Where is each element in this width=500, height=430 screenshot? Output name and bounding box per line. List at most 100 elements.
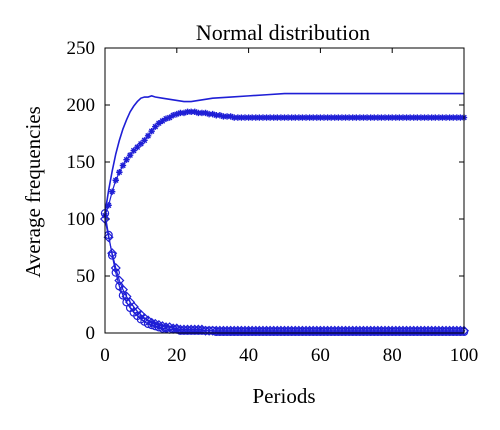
x-tick-label: 20 bbox=[167, 345, 186, 366]
data-point-star bbox=[367, 114, 374, 121]
axis-ticks: 0 20 40 60 80 100 0 50 100 150 200 250 bbox=[67, 38, 479, 366]
data-point-diamond bbox=[121, 291, 132, 302]
data-point-star bbox=[392, 114, 399, 121]
data-point-star bbox=[363, 114, 371, 121]
data-point-star bbox=[313, 114, 321, 121]
data-point-star bbox=[284, 114, 292, 121]
data-point-star bbox=[288, 114, 295, 121]
data-point-star bbox=[191, 108, 198, 116]
y-tick-label: 150 bbox=[67, 152, 96, 173]
data-point-star bbox=[320, 114, 328, 121]
data-point-star bbox=[371, 114, 378, 121]
data-point-star bbox=[256, 114, 263, 121]
data-point-star bbox=[396, 114, 403, 121]
data-point-star bbox=[324, 114, 331, 121]
data-point-star bbox=[421, 114, 428, 121]
data-point-circle bbox=[111, 268, 120, 277]
data-point-star bbox=[126, 151, 134, 159]
data-point-star bbox=[144, 132, 152, 139]
y-tick-label: 50 bbox=[76, 266, 95, 287]
series-layer bbox=[99, 92, 470, 337]
data-point-circle bbox=[118, 291, 128, 300]
x-tick-label: 80 bbox=[383, 345, 402, 366]
data-point-star bbox=[374, 114, 382, 121]
data-point-star bbox=[252, 114, 259, 121]
data-point-circle bbox=[147, 320, 156, 330]
data-point-star bbox=[381, 114, 389, 121]
series-line bbox=[104, 218, 464, 332]
series-2 bbox=[101, 108, 468, 219]
data-point-star bbox=[162, 115, 170, 122]
data-point-star bbox=[248, 114, 256, 121]
data-point-star bbox=[295, 114, 303, 121]
data-point-star bbox=[338, 114, 346, 121]
data-point-star bbox=[116, 169, 123, 176]
data-point-star bbox=[389, 114, 396, 121]
y-tick-label: 100 bbox=[67, 209, 96, 230]
data-point-star bbox=[245, 114, 252, 121]
x-tick-label: 100 bbox=[450, 345, 479, 366]
data-point-star bbox=[119, 162, 127, 169]
data-point-star bbox=[263, 114, 270, 121]
data-point-star bbox=[327, 114, 335, 121]
data-point-star bbox=[342, 114, 349, 121]
data-point-circle bbox=[115, 282, 124, 291]
data-point-star bbox=[155, 120, 163, 127]
data-point-star bbox=[414, 114, 421, 121]
series-line bbox=[104, 92, 464, 214]
data-point-star bbox=[159, 117, 166, 125]
data-point-star bbox=[134, 143, 141, 151]
data-point-star bbox=[266, 114, 274, 121]
data-point-circle bbox=[107, 251, 117, 260]
x-axis-label: Periods bbox=[253, 384, 316, 408]
data-point-star bbox=[439, 114, 446, 121]
data-point-star bbox=[378, 114, 385, 121]
data-point-star bbox=[231, 114, 238, 121]
data-point-star bbox=[123, 156, 130, 163]
data-point-star bbox=[424, 114, 432, 121]
y-axis-label: Average frequencies bbox=[21, 106, 45, 278]
data-point-star bbox=[453, 114, 461, 121]
data-point-star bbox=[417, 114, 425, 121]
data-point-star bbox=[187, 108, 195, 116]
data-point-star bbox=[241, 114, 249, 121]
data-point-star bbox=[306, 114, 313, 121]
data-point-star bbox=[385, 114, 392, 121]
data-point-star bbox=[108, 188, 116, 195]
data-point-star bbox=[130, 147, 137, 154]
data-point-star bbox=[205, 110, 213, 118]
data-point-star bbox=[353, 114, 360, 121]
data-point-star bbox=[137, 140, 145, 147]
y-tick-label: 250 bbox=[67, 38, 96, 59]
data-point-star bbox=[184, 108, 191, 116]
data-point-star bbox=[141, 137, 148, 144]
data-point-star bbox=[292, 114, 299, 121]
x-tick-label: 40 bbox=[239, 345, 258, 366]
data-point-star bbox=[195, 109, 202, 117]
data-point-star bbox=[457, 114, 464, 121]
data-point-star bbox=[331, 114, 338, 121]
data-point-star bbox=[450, 114, 457, 121]
data-point-star bbox=[209, 110, 216, 118]
data-point-circle bbox=[143, 319, 153, 329]
data-point-star bbox=[270, 114, 277, 121]
data-point-star bbox=[152, 123, 159, 130]
data-point-circle bbox=[151, 321, 160, 331]
data-point-star bbox=[299, 114, 306, 121]
data-point-star bbox=[399, 114, 407, 121]
data-point-star bbox=[317, 114, 324, 121]
data-point-star bbox=[148, 128, 155, 135]
series-line bbox=[104, 213, 464, 333]
data-point-star bbox=[180, 109, 188, 117]
series-3 bbox=[99, 213, 470, 336]
data-point-star bbox=[345, 114, 353, 121]
x-tick-label: 0 bbox=[100, 345, 110, 366]
data-point-star bbox=[281, 114, 288, 121]
data-point-star bbox=[238, 114, 245, 121]
data-point-star bbox=[216, 112, 224, 119]
data-point-diamond bbox=[103, 232, 114, 243]
series-1 bbox=[104, 92, 464, 214]
data-point-star bbox=[170, 112, 177, 119]
data-point-star bbox=[302, 114, 310, 121]
